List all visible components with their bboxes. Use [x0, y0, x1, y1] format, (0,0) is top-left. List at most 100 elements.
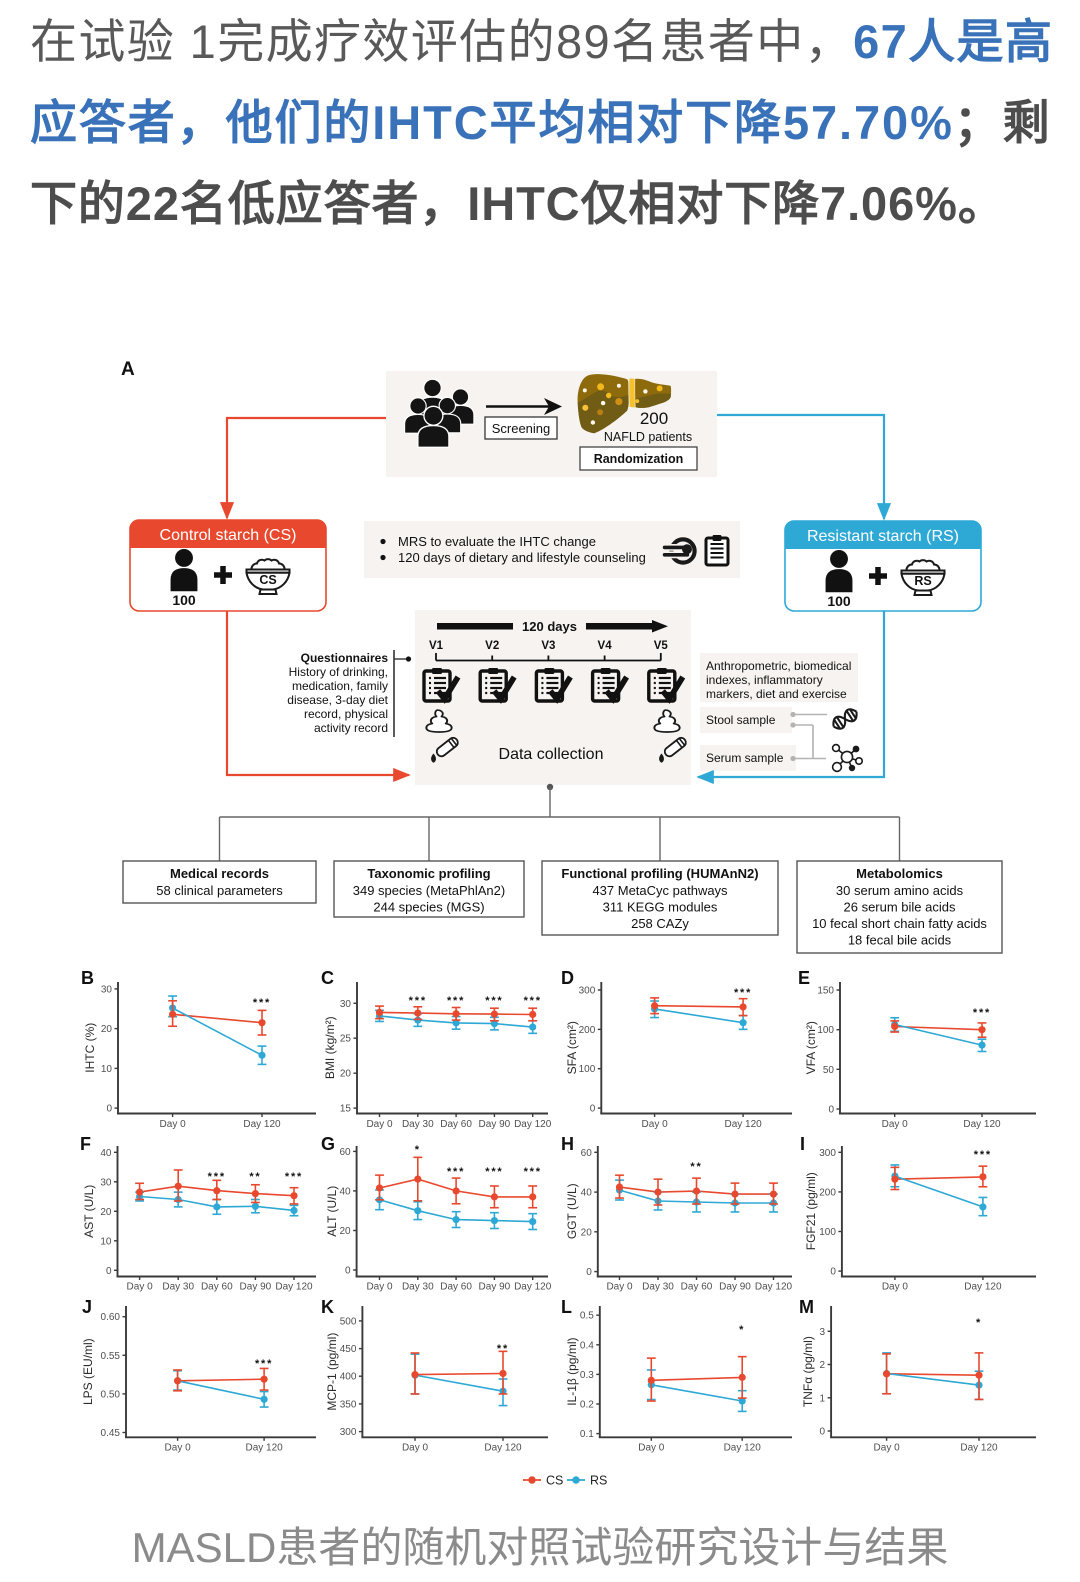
- svg-text:0.60: 0.60: [101, 1312, 121, 1323]
- svg-text:100: 100: [579, 1064, 596, 1075]
- svg-text:Metabolomics: Metabolomics: [856, 866, 943, 881]
- svg-text:***: ***: [524, 1166, 542, 1178]
- svg-text:***: ***: [208, 1171, 226, 1183]
- svg-text:TNFα (pg/ml): TNFα (pg/ml): [801, 1336, 815, 1407]
- svg-text:**: **: [497, 1343, 509, 1355]
- svg-text:Day 120: Day 120: [963, 1119, 1001, 1130]
- svg-text:10 fecal short chain fatty aci: 10 fecal short chain fatty acids: [812, 916, 987, 931]
- svg-text:Day 90: Day 90: [240, 1282, 272, 1293]
- svg-text:40: 40: [339, 1186, 351, 1197]
- svg-text:25: 25: [340, 1034, 352, 1045]
- svg-text:Day 120: Day 120: [514, 1282, 552, 1293]
- svg-text:IL-1β (pg/ml): IL-1β (pg/ml): [565, 1338, 579, 1406]
- svg-text:450: 450: [340, 1344, 357, 1355]
- svg-text:300: 300: [579, 986, 596, 997]
- svg-text:***: ***: [285, 1171, 303, 1183]
- svg-text:Day 0: Day 0: [606, 1282, 633, 1293]
- svg-text:Day 30: Day 30: [402, 1119, 434, 1130]
- svg-text:30: 30: [340, 999, 352, 1010]
- svg-text:BMI (kg/m²): BMI (kg/m²): [323, 1016, 337, 1079]
- svg-text:10: 10: [101, 1064, 113, 1075]
- svg-text:Day 120: Day 120: [755, 1282, 793, 1293]
- svg-text:1: 1: [820, 1393, 826, 1404]
- svg-text:FGF21 (pg/ml): FGF21 (pg/ml): [804, 1172, 818, 1250]
- svg-text:40: 40: [581, 1188, 593, 1199]
- svg-text:Day 0: Day 0: [160, 1119, 187, 1130]
- svg-text:0.2: 0.2: [580, 1400, 594, 1411]
- svg-text:0.5: 0.5: [580, 1311, 594, 1322]
- svg-text:***: ***: [255, 1358, 273, 1370]
- svg-text:150: 150: [817, 986, 834, 997]
- svg-text:0.4: 0.4: [580, 1340, 594, 1351]
- svg-text:100: 100: [827, 593, 851, 609]
- svg-text:30 serum amino acids: 30 serum amino acids: [836, 883, 964, 898]
- svg-text:V1: V1: [429, 640, 444, 652]
- svg-text:Day 120: Day 120: [484, 1443, 522, 1454]
- svg-text:60: 60: [581, 1148, 593, 1159]
- svg-text:20: 20: [100, 1207, 112, 1218]
- svg-text:120 days of dietary and lifest: 120 days of dietary and lifestyle counse…: [398, 550, 646, 565]
- svg-text:Functional profiling (HUMAnN2: Functional profiling (HUMAnN2): [561, 866, 758, 881]
- svg-text:indexes, inflammatory: indexes, inflammatory: [706, 673, 823, 687]
- svg-text:Medical records: Medical records: [170, 866, 269, 881]
- svg-text:Day 120: Day 120: [964, 1282, 1002, 1293]
- svg-text:***: ***: [447, 995, 465, 1007]
- svg-text:Day 120: Day 120: [245, 1443, 283, 1454]
- svg-text:*: *: [976, 1317, 982, 1329]
- svg-text:Day 30: Day 30: [642, 1282, 674, 1293]
- svg-text:LPS (EU/ml): LPS (EU/ml): [81, 1338, 95, 1405]
- svg-text:VFA (cm²): VFA (cm²): [804, 1021, 818, 1074]
- svg-text:Data collection: Data collection: [499, 746, 604, 763]
- svg-text:0.55: 0.55: [101, 1351, 121, 1362]
- svg-text:**: **: [690, 1161, 702, 1173]
- svg-text:Day 90: Day 90: [479, 1282, 511, 1293]
- svg-text:18 fecal bile acids: 18 fecal bile acids: [848, 933, 952, 948]
- svg-text:437 MetaCyc pathways: 437 MetaCyc pathways: [592, 883, 728, 898]
- svg-text:3: 3: [820, 1327, 826, 1338]
- svg-text:Stool sample: Stool sample: [706, 713, 776, 727]
- svg-text:Day 30: Day 30: [162, 1282, 194, 1293]
- svg-text:V4: V4: [598, 640, 613, 652]
- svg-text:medication, family: medication, family: [292, 679, 388, 693]
- svg-text:C: C: [321, 968, 334, 988]
- svg-text:0: 0: [830, 1267, 836, 1278]
- svg-text:RS: RS: [590, 1474, 607, 1488]
- svg-text:***: ***: [485, 1166, 503, 1178]
- svg-text:0.50: 0.50: [101, 1389, 121, 1400]
- svg-text:120 days: 120 days: [522, 619, 577, 634]
- svg-text:V5: V5: [654, 640, 669, 652]
- svg-text:100: 100: [817, 1025, 834, 1036]
- svg-text:Day 120: Day 120: [275, 1282, 313, 1293]
- svg-text:100: 100: [172, 592, 196, 608]
- svg-text:ALT (U/L): ALT (U/L): [325, 1186, 339, 1237]
- svg-text:Randomization: Randomization: [594, 452, 684, 466]
- svg-text:26 serum bile acids: 26 serum bile acids: [844, 900, 956, 915]
- svg-text:0.1: 0.1: [580, 1429, 594, 1440]
- svg-text:Day 0: Day 0: [165, 1443, 192, 1454]
- svg-text:CS: CS: [546, 1474, 563, 1488]
- svg-text:activity record: activity record: [314, 721, 388, 735]
- svg-text:0: 0: [345, 1266, 351, 1277]
- svg-text:***: ***: [409, 995, 427, 1007]
- svg-text:GGT (U/L): GGT (U/L): [565, 1183, 579, 1239]
- svg-text:Day 120: Day 120: [724, 1443, 762, 1454]
- svg-text:Day 0: Day 0: [127, 1282, 154, 1293]
- svg-text:0.3: 0.3: [580, 1370, 594, 1381]
- svg-text:***: ***: [973, 1007, 991, 1019]
- svg-text:200: 200: [819, 1187, 836, 1198]
- svg-text:NAFLD patients: NAFLD patients: [604, 430, 692, 444]
- svg-text:MRS to evaluate the IHTC chang: MRS to evaluate the IHTC change: [398, 534, 596, 549]
- svg-text:200: 200: [579, 1025, 596, 1036]
- svg-text:0: 0: [106, 1266, 112, 1277]
- svg-text:50: 50: [823, 1065, 835, 1076]
- svg-text:F: F: [80, 1134, 91, 1154]
- svg-text:L: L: [561, 1297, 572, 1317]
- svg-text:disease, 3-day diet: disease, 3-day diet: [287, 693, 388, 707]
- svg-text:AST (U/L): AST (U/L): [82, 1185, 96, 1238]
- svg-text:Day 60: Day 60: [681, 1282, 713, 1293]
- svg-text:0: 0: [106, 1104, 112, 1115]
- svg-text:***: ***: [734, 987, 752, 999]
- svg-text:349 species (MetaPhlAn2): 349 species (MetaPhlAn2): [353, 883, 505, 898]
- svg-text:244 species (MGS): 244 species (MGS): [373, 900, 484, 915]
- svg-text:Day 0: Day 0: [882, 1119, 909, 1130]
